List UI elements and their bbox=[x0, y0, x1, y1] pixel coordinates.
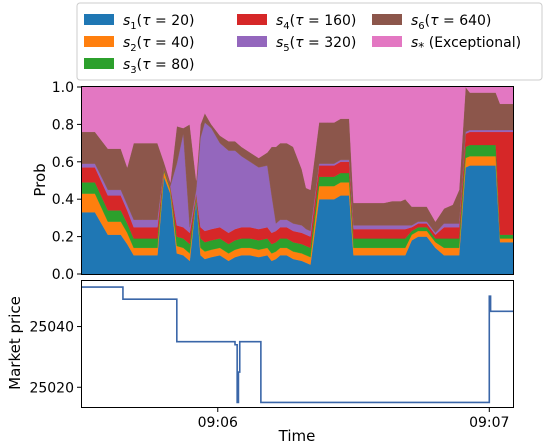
legend-label: s* (Exceptional) bbox=[411, 35, 521, 54]
legend-swatch bbox=[372, 14, 402, 25]
market-price-line bbox=[82, 286, 513, 404]
legend-label: s2(τ = 40) bbox=[123, 35, 195, 54]
legend-label: s1(τ = 20) bbox=[123, 13, 195, 32]
x-tick-label: 09:06 bbox=[198, 415, 238, 431]
market-price-y-label: Market price bbox=[6, 296, 24, 390]
legend-swatch bbox=[84, 36, 114, 47]
probability-y-ticks: 0.0 0.2 0.4 0.6 0.8 1.0 bbox=[52, 80, 82, 283]
y-tick-label: 1.0 bbox=[52, 80, 74, 96]
y-tick-label: 0.8 bbox=[52, 117, 74, 133]
legend-frame bbox=[76, 2, 543, 81]
market-price-panel: 25020 25040 09:06 09:07 Market price Time bbox=[6, 280, 514, 445]
time-x-label: Time bbox=[278, 427, 316, 445]
legend-label: s5(τ = 320) bbox=[276, 35, 356, 54]
legend-swatch bbox=[84, 58, 114, 69]
legend-swatch bbox=[237, 14, 267, 25]
probability-areas bbox=[81, 86, 514, 275]
y-tick-label: 0.0 bbox=[52, 267, 74, 283]
probability-y-label: Prob bbox=[31, 163, 49, 196]
legend-label: s4(τ = 160) bbox=[276, 13, 356, 32]
market-price-y-ticks: 25020 25040 bbox=[29, 320, 82, 396]
legend-swatch bbox=[372, 36, 402, 47]
legend-swatch bbox=[237, 36, 267, 47]
legend: s1(τ = 20) s2(τ = 40) s3(τ = 80) s4(τ = 160… bbox=[76, 2, 543, 81]
y-tick-label: 0.6 bbox=[52, 155, 74, 171]
x-tick-label: 09:07 bbox=[469, 415, 509, 431]
y-tick-label: 0.2 bbox=[52, 230, 74, 246]
market-price-axes-frame bbox=[81, 280, 514, 408]
probability-axes-frame bbox=[81, 86, 514, 275]
legend-label: s3(τ = 80) bbox=[123, 57, 195, 76]
probability-panel: 0.0 0.2 0.4 0.6 0.8 1.0 Prob bbox=[31, 80, 514, 283]
y-tick-label: 25020 bbox=[29, 380, 74, 396]
legend-swatch bbox=[84, 14, 114, 25]
legend-label: s6(τ = 640) bbox=[411, 13, 491, 32]
y-tick-label: 0.4 bbox=[52, 192, 74, 208]
y-tick-label: 25040 bbox=[29, 320, 74, 336]
market-price-x-ticks: 09:06 09:07 bbox=[198, 407, 509, 431]
